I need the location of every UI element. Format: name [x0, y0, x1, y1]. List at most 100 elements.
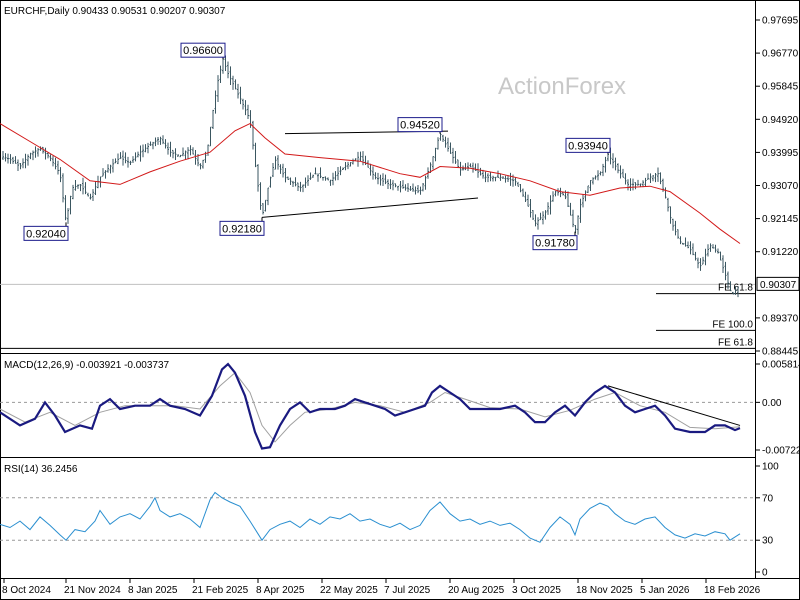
- ohlc-bar: [672, 218, 674, 231]
- ohlc-bar: [267, 187, 269, 206]
- ohlc-bar: [317, 173, 319, 182]
- price-label-box: [219, 220, 265, 236]
- ohlc-bar: [399, 180, 402, 193]
- ohlc-bar: [709, 243, 712, 252]
- ohlc-bar: [374, 172, 377, 180]
- ohlc-bar: [434, 147, 437, 162]
- ohlc-bar: [4, 153, 7, 162]
- ohlc-bar: [377, 172, 379, 185]
- ohlc-bar: [144, 144, 147, 153]
- ohlc-bar: [194, 149, 197, 165]
- ohlc-bar: [349, 162, 352, 167]
- price-tick-label: 0.96770: [762, 49, 799, 60]
- price-label: 0.96600: [180, 42, 226, 60]
- ohlc-bar: [259, 182, 262, 210]
- ohlc-bar: [389, 179, 392, 190]
- price-label-text: 0.96600: [183, 45, 223, 57]
- ohlc-bar: [29, 152, 32, 160]
- ohlc-bar: [559, 187, 562, 198]
- ohlc-bar: [332, 172, 334, 186]
- ohlc-bar: [149, 141, 152, 146]
- x-tick-label: 18 Nov 2025: [576, 585, 633, 596]
- ohlc-bar: [597, 170, 599, 181]
- ohlc-bar: [359, 151, 362, 162]
- price-label: 0.94520: [397, 117, 443, 134]
- ohlc-bar: [527, 194, 529, 207]
- ohlc-bar: [552, 191, 554, 202]
- ohlc-bar: [687, 241, 689, 249]
- ohlc-bar: [169, 141, 172, 157]
- ohlc-bar: [294, 177, 297, 187]
- ohlc-bar: [94, 181, 97, 195]
- ohlc-bar: [344, 162, 347, 171]
- ohlc-bar: [712, 244, 714, 249]
- ohlc-bar: [592, 177, 594, 185]
- ohlc-bar: [637, 179, 639, 186]
- ohlc-bar: [624, 173, 627, 185]
- ohlc-bar: [102, 168, 104, 177]
- ohlc-bar: [579, 198, 582, 223]
- ohlc-bar: [67, 208, 69, 224]
- ohlc-bar: [444, 136, 447, 148]
- ohlc-bar: [627, 179, 629, 191]
- ohlc-bar: [114, 158, 117, 164]
- ohlc-bar: [154, 137, 157, 147]
- ohlc-bar: [494, 176, 497, 182]
- ohlc-bar: [152, 141, 154, 150]
- ohlc-bar: [707, 244, 709, 257]
- ohlc-bar: [732, 291, 734, 295]
- ohlc-bar: [677, 229, 679, 239]
- ohlc-bar: [729, 281, 732, 292]
- ohlc-bar: [89, 193, 92, 200]
- ohlc-bar: [242, 98, 244, 110]
- ohlc-bar: [634, 182, 637, 190]
- ohlc-bar: [22, 158, 24, 169]
- ohlc-bar: [139, 145, 142, 162]
- ohlc-bar: [724, 261, 727, 281]
- ohlc-bar: [517, 181, 519, 187]
- ohlc-bar: [182, 147, 184, 157]
- price-label-box: [532, 235, 578, 251]
- ohlc-bar: [447, 137, 449, 152]
- ohlc-bar: [337, 166, 339, 181]
- ohlc-bar: [219, 65, 222, 84]
- price-label-text: 0.92180: [222, 223, 262, 235]
- ohlc-bar: [699, 258, 702, 271]
- ohlc-bar: [299, 181, 302, 192]
- ohlc-bar: [532, 210, 534, 220]
- ohlc-bar: [257, 164, 259, 192]
- ohlc-bar: [122, 150, 124, 166]
- ohlc-bar: [282, 163, 284, 178]
- ohlc-bar: [302, 184, 304, 193]
- ohlc-bar: [404, 184, 407, 191]
- macd-tick-label: -0.007222: [762, 446, 800, 457]
- current-price-label: 0.90307: [760, 280, 797, 291]
- macd-tick-label: 0.00: [762, 398, 782, 409]
- ohlc-bar: [237, 83, 239, 99]
- ohlc-bar: [482, 169, 484, 179]
- ohlc-bar: [522, 188, 524, 197]
- trendline: [261, 197, 479, 218]
- ohlc-bar: [192, 147, 194, 155]
- price-tick-label: 0.97695: [762, 16, 799, 27]
- x-tick-label: 5 Jan 2026: [640, 585, 690, 596]
- x-tick-label: 8 Jan 2025: [128, 585, 178, 596]
- ohlc-bar: [199, 163, 202, 170]
- ohlc-bar: [234, 79, 237, 90]
- ohlc-bar: [334, 171, 337, 181]
- ohlc-bar: [432, 156, 434, 170]
- ohlc-bar: [567, 191, 569, 207]
- ohlc-bar: [7, 153, 9, 164]
- ohlc-bar: [239, 86, 242, 105]
- ohlc-bar: [689, 241, 692, 255]
- ohlc-bar: [722, 255, 724, 273]
- ohlc-bar: [452, 147, 454, 164]
- ohlc-bar: [419, 186, 422, 195]
- x-tick-label: 20 Aug 2025: [448, 585, 505, 596]
- x-tick-label: 7 Jul 2025: [384, 585, 431, 596]
- ohlc-bar: [107, 164, 109, 173]
- ohlc-bar: [289, 177, 292, 185]
- ohlc-bar: [147, 142, 149, 154]
- ohlc-bar: [354, 158, 357, 161]
